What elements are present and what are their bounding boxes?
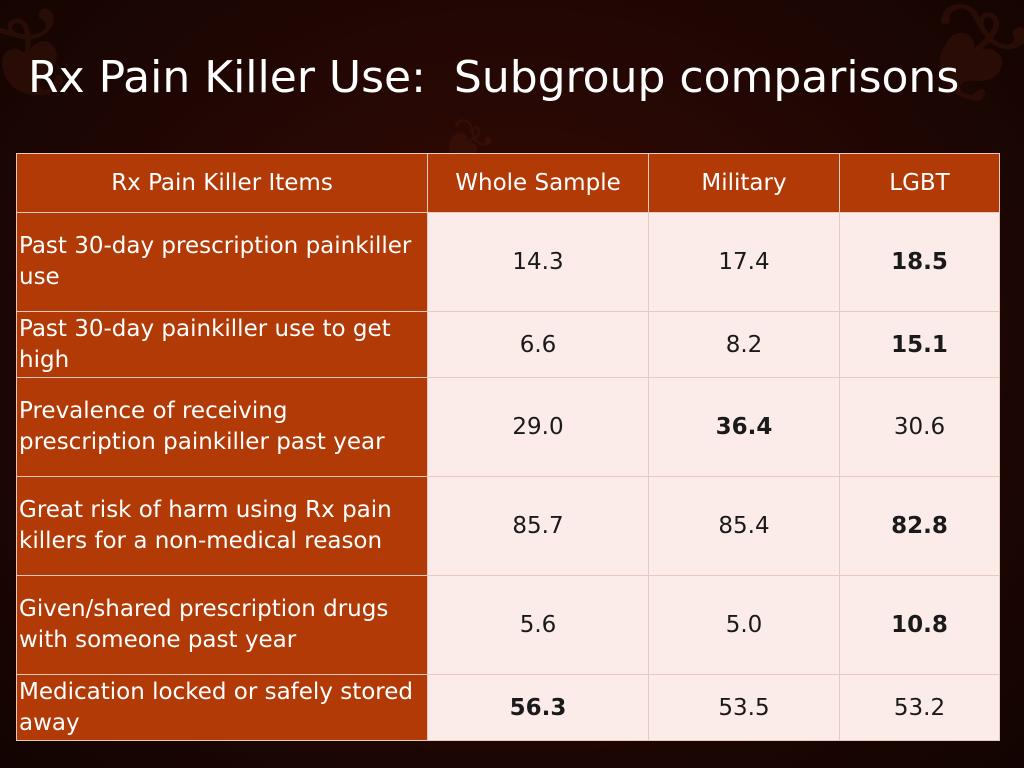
table-row: Medication locked or safely stored away …	[16, 674, 1000, 741]
slide-title: Rx Pain Killer Use: Subgroup comparisons	[28, 52, 960, 103]
column-header-military: Military	[648, 153, 840, 213]
cell-military: 5.0	[648, 575, 840, 675]
cell-military: 17.4	[648, 212, 840, 312]
cell-military: 36.4	[648, 377, 840, 477]
table-row: Past 30-day prescription painkiller use …	[16, 212, 1000, 312]
row-label: Prevalence of receiving prescription pai…	[16, 377, 428, 477]
row-label: Past 30-day prescription painkiller use	[16, 212, 428, 312]
cell-whole-sample: 29.0	[427, 377, 649, 477]
cell-military: 53.5	[648, 674, 840, 741]
cell-lgbt: 15.1	[839, 311, 1000, 378]
cell-lgbt: 30.6	[839, 377, 1000, 477]
cell-whole-sample: 85.7	[427, 476, 649, 576]
cell-whole-sample: 56.3	[427, 674, 649, 741]
row-label: Given/shared prescription drugs with som…	[16, 575, 428, 675]
data-table: Rx Pain Killer Items Whole Sample Milita…	[16, 153, 1000, 741]
table-header-row: Rx Pain Killer Items Whole Sample Milita…	[16, 153, 1000, 213]
cell-military: 8.2	[648, 311, 840, 378]
cell-lgbt: 10.8	[839, 575, 1000, 675]
cell-lgbt: 82.8	[839, 476, 1000, 576]
cell-whole-sample: 14.3	[427, 212, 649, 312]
table-row: Given/shared prescription drugs with som…	[16, 575, 1000, 675]
row-label: Past 30-day painkiller use to get high	[16, 311, 428, 378]
column-header-whole-sample: Whole Sample	[427, 153, 649, 213]
table-row: Past 30-day painkiller use to get high 6…	[16, 311, 1000, 378]
cell-lgbt: 18.5	[839, 212, 1000, 312]
table-row: Prevalence of receiving prescription pai…	[16, 377, 1000, 477]
cell-military: 85.4	[648, 476, 840, 576]
cell-whole-sample: 6.6	[427, 311, 649, 378]
row-label: Great risk of harm using Rx pain killers…	[16, 476, 428, 576]
cell-lgbt: 53.2	[839, 674, 1000, 741]
column-header-lgbt: LGBT	[839, 153, 1000, 213]
row-label: Medication locked or safely stored away	[16, 674, 428, 741]
column-header-items: Rx Pain Killer Items	[16, 153, 428, 213]
table-row: Great risk of harm using Rx pain killers…	[16, 476, 1000, 576]
cell-whole-sample: 5.6	[427, 575, 649, 675]
